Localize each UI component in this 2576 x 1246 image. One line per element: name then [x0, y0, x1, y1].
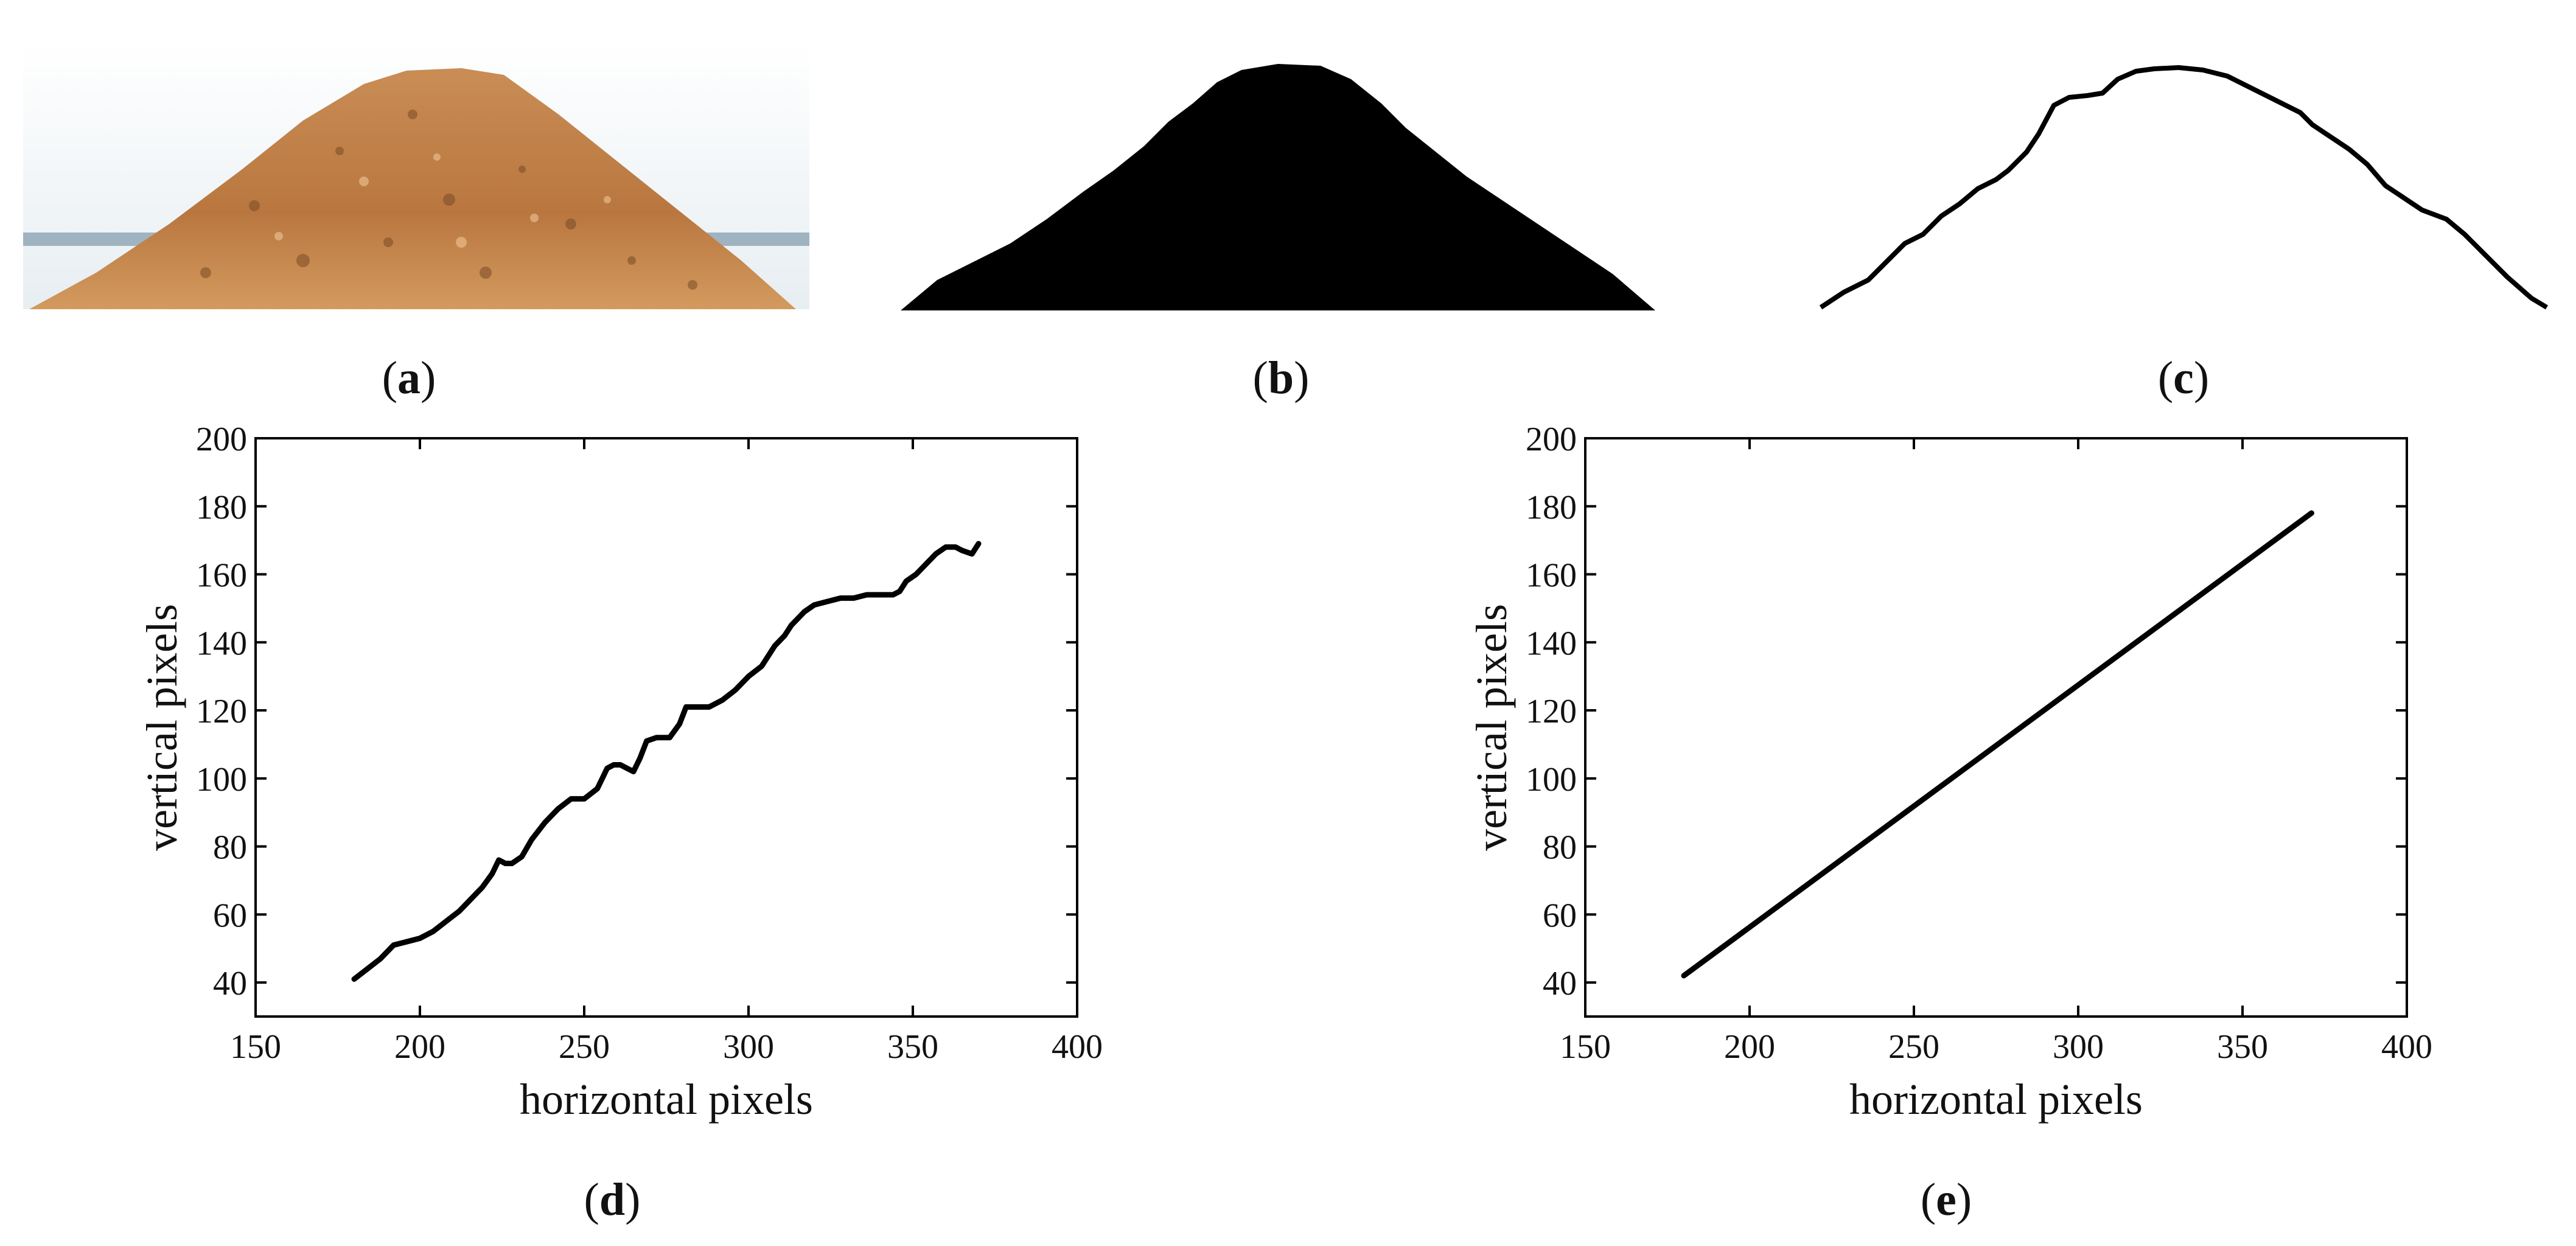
panel-d-caption: (d) — [584, 1174, 641, 1225]
x-tick-label: 400 — [2381, 1028, 2432, 1066]
x-tick-label: 200 — [394, 1028, 445, 1066]
y-axis-label: vertical pixels — [138, 604, 186, 851]
x-tick-label: 350 — [887, 1028, 938, 1066]
y-tick-label: 140 — [196, 625, 247, 662]
x-axis-label: horizontal pixels — [1849, 1075, 2143, 1124]
sand-pile-photo — [23, 41, 809, 309]
y-tick-label: 200 — [196, 421, 247, 458]
chart-e: 150 200 250 300 350 400 40 60 80 100 120 140 160 180 2… — [1467, 421, 2432, 1124]
chart-d: 150 200 250 300 350 400 40 60 80 100 120 140 160 180 2… — [138, 421, 1103, 1124]
series-line — [1681, 510, 2314, 979]
x-tick-label: 350 — [2217, 1028, 2268, 1066]
plot-frame — [1584, 437, 2408, 1018]
x-tick-label: 400 — [1052, 1028, 1103, 1066]
y-tick-label: 40 — [213, 965, 247, 1003]
y-tick-label: 160 — [196, 557, 247, 595]
y-tick-label: 180 — [1526, 489, 1577, 527]
y-axis-label: vertical pixels — [1467, 604, 1516, 851]
x-tick-label: 300 — [2053, 1028, 2104, 1066]
series-line — [351, 541, 982, 982]
edge-contour-image — [1819, 65, 2549, 310]
y-tick-label: 100 — [196, 761, 247, 799]
y-tick-label: 60 — [1543, 897, 1577, 934]
y-tick-label: 80 — [213, 829, 247, 867]
x-tick-label: 300 — [723, 1028, 774, 1066]
x-tick-label: 250 — [559, 1028, 610, 1066]
panel-e-caption: (e) — [1920, 1174, 1972, 1225]
y-tick-label: 120 — [196, 693, 247, 730]
x-axis-label: horizontal pixels — [520, 1075, 813, 1124]
panel-a-caption: (a) — [382, 352, 436, 404]
x-tick-label: 250 — [1888, 1028, 1939, 1066]
x-tick-label: 200 — [1724, 1028, 1775, 1066]
panel-c-caption: (c) — [2157, 352, 2210, 404]
y-tick-label: 100 — [1526, 761, 1577, 799]
plot-frame — [254, 437, 1078, 1018]
y-tick-label: 160 — [1526, 557, 1577, 595]
x-tick-label: 150 — [1560, 1028, 1611, 1066]
y-tick-label: 140 — [1526, 625, 1577, 662]
y-tick-label: 80 — [1543, 829, 1577, 867]
y-tick-label: 120 — [1526, 693, 1577, 730]
silhouette-image — [901, 64, 1655, 310]
y-tick-label: 180 — [196, 489, 247, 527]
x-tick-label: 150 — [230, 1028, 281, 1066]
y-tick-label: 60 — [213, 897, 247, 934]
panel-b-caption: (b) — [1252, 352, 1310, 404]
y-tick-label: 40 — [1543, 965, 1577, 1003]
y-tick-label: 200 — [1526, 421, 1577, 458]
